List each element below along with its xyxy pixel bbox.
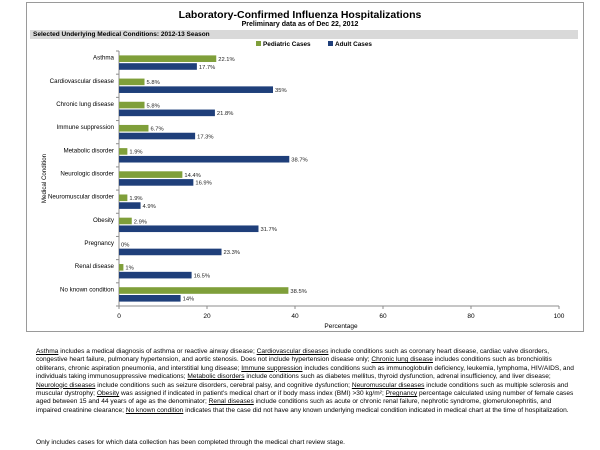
x-tick-label: 20 <box>203 313 211 320</box>
adult-bar <box>119 109 215 117</box>
adult-value-label: 16.5% <box>194 273 210 279</box>
adult-value-label: 38.7% <box>291 158 307 164</box>
category-label: Neurologic disorder <box>60 171 114 178</box>
pediatric-value-label: 1.9% <box>129 150 142 156</box>
category-label: Renal disease <box>75 263 115 270</box>
definition-text: percentage calculated using number of fe… <box>36 390 574 406</box>
definition-text: includes conditions such as immunoglobul… <box>36 364 574 381</box>
x-tick-label: 40 <box>291 313 299 320</box>
definition-term: Neurologic diseases <box>36 381 96 389</box>
category-label: Immune suppression <box>57 124 115 131</box>
definition-text: include conditions such as coronary hear… <box>36 348 550 364</box>
pediatric-bar <box>119 171 183 178</box>
adult-value-label: 35% <box>275 88 287 94</box>
legend-label-adult: Adult Cases <box>335 41 372 48</box>
x-axis-label: Percentage <box>324 323 358 330</box>
adult-value-label: 17.7% <box>199 65 215 71</box>
category-label: Pregnancy <box>84 240 114 247</box>
bar-chart: 0 20 40 60 80 100 Percentage Medical Condition A… <box>41 41 565 330</box>
definition-term: Neuromuscular diseases <box>351 381 425 389</box>
pediatric-bar <box>119 264 124 271</box>
pediatric-bar <box>119 101 145 109</box>
adult-value-label: 21.8% <box>217 111 233 117</box>
pediatric-value-label: 2.9% <box>134 219 147 225</box>
adult-value-label: 14% <box>183 297 195 303</box>
pediatric-bar <box>119 124 149 132</box>
category-label: Obesity <box>93 217 115 224</box>
adult-bar <box>119 271 192 279</box>
definition-text: includes a medical diagnosis of asthma o… <box>58 348 257 355</box>
panel-title: Selected Underlying Medical Conditions: … <box>30 30 578 39</box>
pediatric-value-label: 5.8% <box>147 103 160 109</box>
definition-text: was assigned if indicated in patient's m… <box>119 390 386 398</box>
category-label: Neuromuscular disorder <box>48 194 114 201</box>
definition-text: include conditions such as acute or chro… <box>36 398 552 414</box>
chart-title: Laboratory-Confirmed Influenza Hospitali… <box>178 9 422 21</box>
pediatric-value-label: 1% <box>125 266 133 272</box>
footnote: Only includes cases for which data colle… <box>36 439 345 446</box>
adult-value-label: 31.7% <box>260 227 276 233</box>
legend-swatch-pediatric <box>256 41 261 46</box>
x-tick-label: 0 <box>117 313 121 320</box>
definition-term: Cardiovascular diseases <box>256 348 329 355</box>
x-tick-label: 100 <box>554 313 565 320</box>
x-tick-label: 80 <box>467 313 475 320</box>
definition-text: include conditions such as seizure disor… <box>95 381 352 389</box>
adult-bar <box>119 248 222 256</box>
definition-term: Pregnancy <box>385 390 418 398</box>
definition-term: Immune suppression <box>241 364 303 372</box>
category-label: Metabolic disorder <box>63 147 114 154</box>
legend-label-pediatric: Pediatric Cases <box>263 41 311 48</box>
pediatric-value-label: 1.9% <box>129 196 142 202</box>
definition-term: Obesity <box>96 390 120 398</box>
definition-text: indicates that the case did not have any… <box>183 406 569 414</box>
pediatric-value-label: 5.8% <box>147 80 160 86</box>
definition-text: include conditions such as multiple scle… <box>36 381 569 398</box>
pediatric-bar <box>119 78 145 86</box>
pediatric-value-label: 14.4% <box>184 173 200 179</box>
category-label: Chronic lung disease <box>56 101 114 108</box>
definition-text: include conditions such as diabetes mell… <box>244 373 551 381</box>
pediatric-bar <box>119 148 128 155</box>
pediatric-value-label: 0% <box>121 242 129 248</box>
adult-bar <box>119 63 197 70</box>
adult-value-label: 17.3% <box>197 134 213 140</box>
definition-term: Chronic lung disease <box>371 356 433 364</box>
adult-bar <box>119 202 141 209</box>
pediatric-bar <box>119 287 289 294</box>
adult-value-label: 16.9% <box>195 181 211 187</box>
category-label: Asthma <box>93 55 115 62</box>
adult-value-label: 4.9% <box>143 204 156 210</box>
category-label: No known condition <box>60 286 115 293</box>
pediatric-bar <box>119 217 132 225</box>
adult-bar <box>119 225 259 233</box>
pediatric-bar <box>119 194 128 202</box>
x-tick-label: 60 <box>379 313 387 320</box>
pediatric-value-label: 22.1% <box>218 57 234 63</box>
pediatric-value-label: 38.5% <box>290 289 306 295</box>
definition-term: Asthma <box>36 348 59 355</box>
definition-term: No known condition <box>125 406 184 414</box>
pediatric-bar <box>119 55 217 62</box>
category-label: Cardiovascular disease <box>50 78 115 85</box>
chart-subtitle: Preliminary data as of Dec 22, 2012 <box>241 21 359 28</box>
adult-bar <box>119 86 273 93</box>
definition-term: Metabolic disorders <box>187 373 245 381</box>
y-axis-label: Medical Condition <box>41 153 48 203</box>
adult-bar <box>119 155 290 163</box>
definition-term: Renal diseases <box>208 398 254 406</box>
adult-bar <box>119 179 194 186</box>
definition-text: includes conditions such as bronchioliti… <box>36 356 552 372</box>
condition-definitions: Asthma includes a medical diagnosis of a… <box>36 348 576 415</box>
adult-value-label: 23.3% <box>224 250 240 256</box>
adult-bar <box>119 295 181 302</box>
adult-bar <box>119 132 196 140</box>
pediatric-value-label: 6.7% <box>150 127 163 133</box>
legend-swatch-adult <box>328 41 333 46</box>
